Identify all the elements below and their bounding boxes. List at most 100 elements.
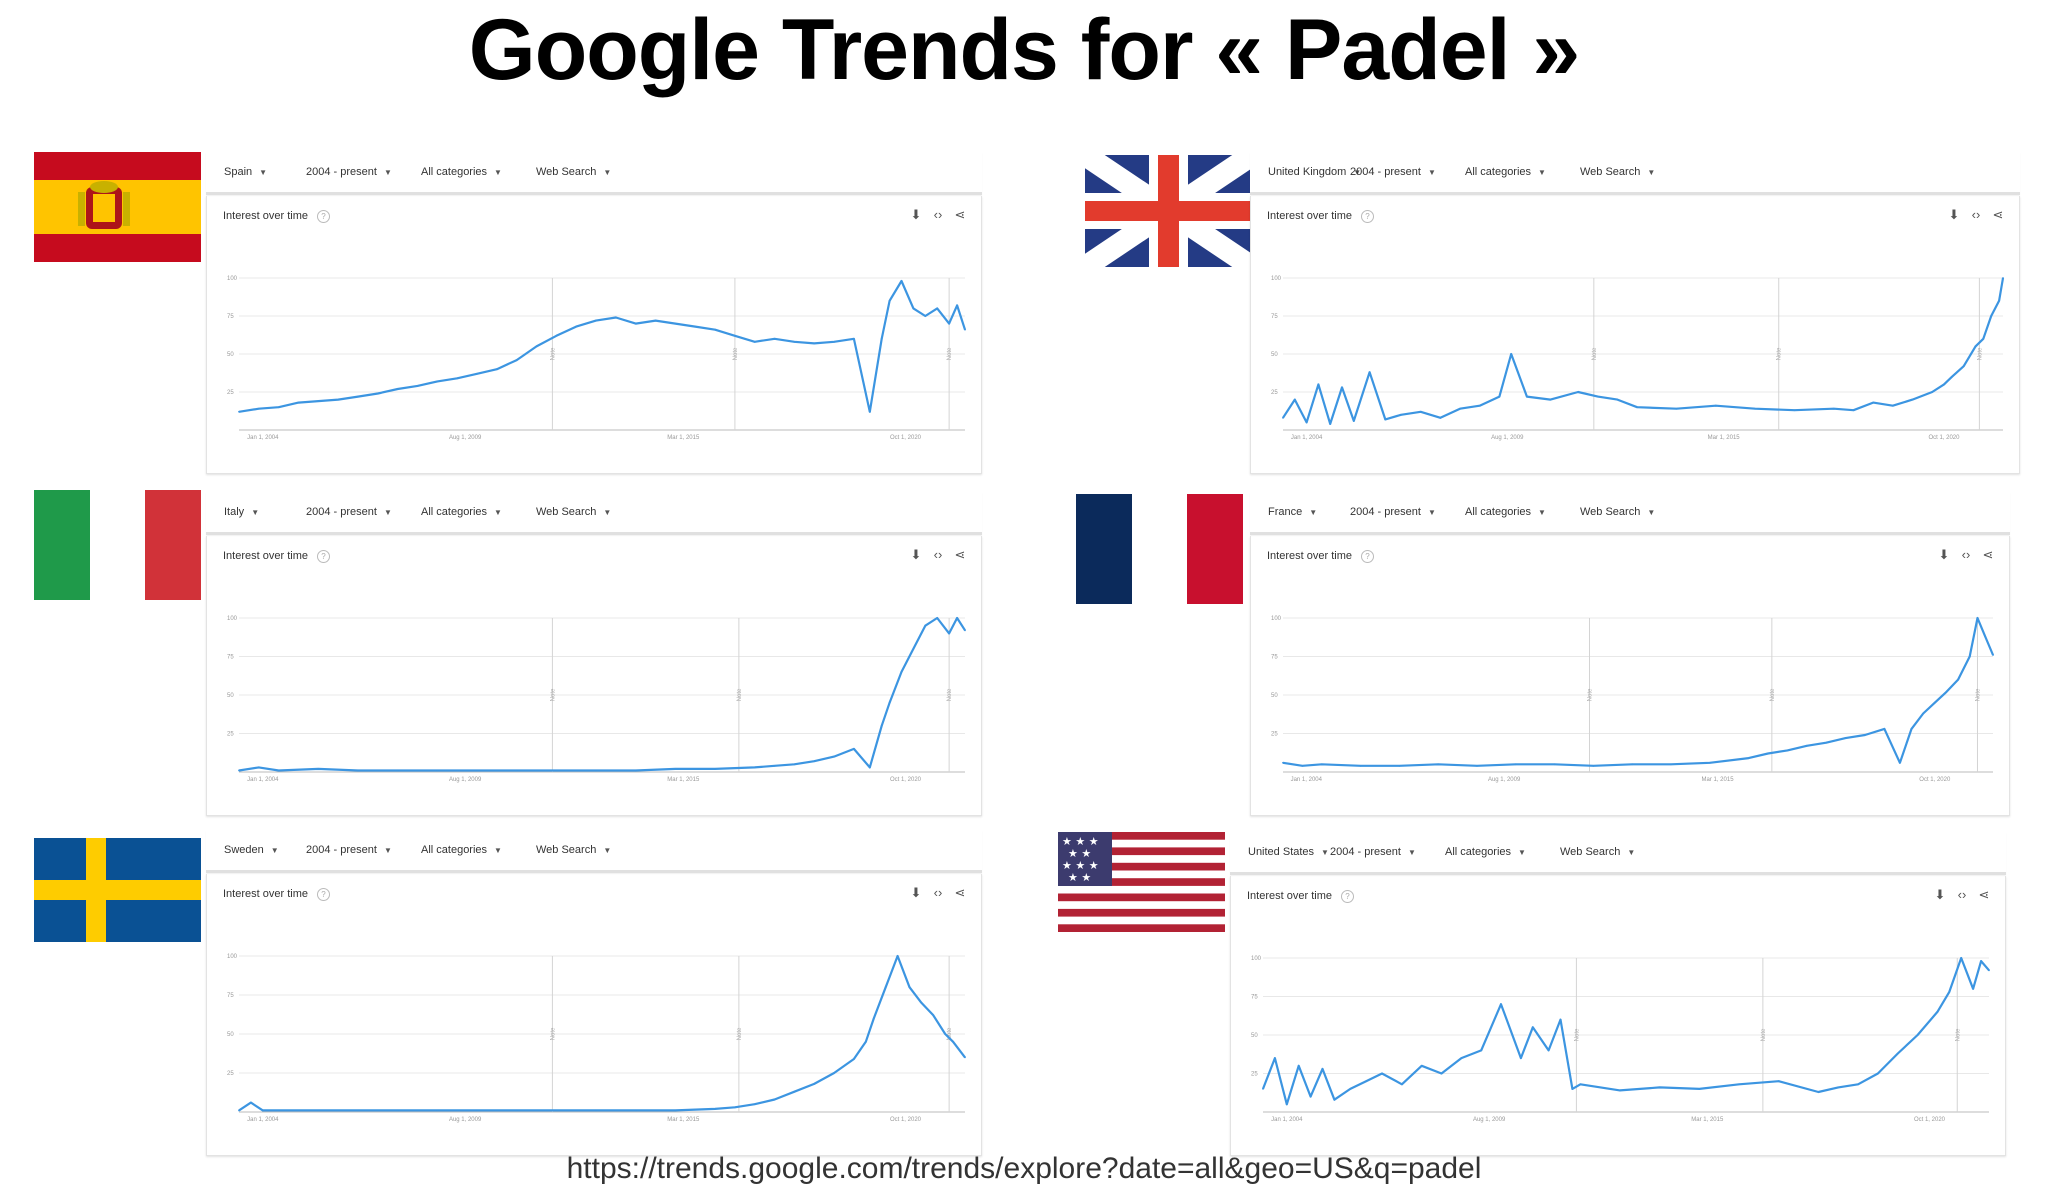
data-point [1500, 1003, 1502, 1006]
embed-icon[interactable]: ‹› [933, 207, 943, 222]
svg-text:★ ★: ★ ★ [1068, 871, 1091, 884]
data-point [1559, 1018, 1562, 1021]
card-title: Interest over time? [223, 550, 330, 563]
category-dropdown[interactable]: All categories ▼ [421, 166, 502, 178]
note-label: Note [947, 688, 953, 701]
help-icon[interactable]: ? [1360, 550, 1374, 563]
y-tick-label: 25 [1251, 1072, 1258, 1078]
data-point [793, 340, 796, 343]
geo-dropdown[interactable]: United States ▼ [1248, 846, 1329, 858]
y-tick-label: 100 [1251, 956, 1262, 962]
help-icon[interactable]: ? [316, 210, 330, 223]
data-point [1579, 1083, 1582, 1086]
category-dropdown[interactable]: All categories ▼ [1445, 846, 1526, 858]
embed-icon[interactable]: ‹› [933, 885, 943, 900]
dropdown-label: Web Search [1580, 506, 1641, 518]
x-tick-label: Aug 1, 2009 [449, 435, 482, 441]
category-dropdown[interactable]: All categories ▼ [421, 844, 502, 856]
data-point [1320, 763, 1323, 766]
download-icon[interactable]: ⬇ [1934, 887, 1946, 902]
data-point [1305, 421, 1308, 424]
embed-icon[interactable]: ‹› [1961, 547, 1971, 562]
category-dropdown[interactable]: All categories ▼ [1465, 166, 1546, 178]
trends-panel-sweden: Sweden ▼ 2004 - present ▼ All categories ▼ Web… [206, 830, 982, 1156]
help-icon[interactable]: ? [316, 888, 330, 901]
search-type-dropdown[interactable]: Web Search ▼ [1580, 166, 1655, 178]
share-icon[interactable]: ⋖ [954, 547, 966, 562]
date-range-dropdown[interactable]: 2004 - present ▼ [1330, 846, 1416, 858]
geo-dropdown[interactable]: Sweden ▼ [224, 844, 279, 856]
share-icon[interactable]: ⋖ [954, 885, 966, 900]
svg-text:★ ★: ★ ★ [1068, 847, 1091, 860]
data-point [888, 701, 891, 704]
download-icon[interactable]: ⬇ [910, 207, 922, 222]
embed-icon[interactable]: ‹› [933, 547, 943, 562]
data-point [357, 395, 359, 398]
download-icon[interactable]: ⬇ [910, 547, 922, 562]
date-range-dropdown[interactable]: 2004 - present ▼ [306, 506, 392, 518]
data-point [357, 1109, 359, 1112]
geo-dropdown[interactable]: United Kingdom ▼ [1268, 166, 1361, 178]
category-dropdown[interactable]: All categories ▼ [1465, 506, 1546, 518]
share-icon[interactable]: ⋖ [1982, 547, 1994, 562]
data-point [952, 1040, 954, 1043]
note-label: Note [550, 1027, 556, 1040]
share-icon[interactable]: ⋖ [1992, 207, 2004, 222]
download-icon[interactable]: ⬇ [910, 885, 922, 900]
data-point [1936, 1011, 1939, 1013]
source-url[interactable]: https://trends.google.com/trends/explore… [566, 1152, 1482, 1185]
data-point [1962, 365, 1965, 368]
embed-icon[interactable]: ‹› [1957, 887, 1967, 902]
category-dropdown[interactable]: All categories ▼ [421, 506, 502, 518]
data-point [1480, 1049, 1483, 1052]
card-title: Interest over time? [223, 888, 330, 901]
data-point [964, 328, 966, 331]
data-point [932, 1014, 935, 1017]
geo-dropdown[interactable]: Spain ▼ [224, 166, 267, 178]
data-point [317, 768, 320, 770]
x-tick-label: Oct 1, 2020 [890, 777, 922, 783]
date-range-dropdown[interactable]: 2004 - present ▼ [306, 166, 392, 178]
data-point [714, 1107, 716, 1110]
help-icon[interactable]: ? [1340, 890, 1354, 903]
controls-bar: Sweden ▼ 2004 - present ▼ All categories ▼ Web… [206, 830, 982, 873]
data-point [920, 1001, 923, 1004]
download-icon[interactable]: ⬇ [1948, 207, 1960, 222]
share-icon[interactable]: ⋖ [954, 207, 966, 222]
x-tick-label: Oct 1, 2020 [890, 1117, 922, 1123]
data-point [1531, 1026, 1534, 1029]
help-icon[interactable]: ? [1360, 210, 1374, 223]
geo-dropdown[interactable]: France ▼ [1268, 506, 1317, 518]
help-icon[interactable]: ? [316, 550, 330, 563]
search-type-dropdown[interactable]: Web Search ▼ [536, 506, 611, 518]
caret-down-icon: ▼ [603, 508, 612, 517]
caret-down-icon: ▼ [1353, 168, 1362, 177]
note-label: Note [947, 347, 953, 360]
search-type-dropdown[interactable]: Web Search ▼ [1560, 846, 1635, 858]
date-range-dropdown[interactable]: 2004 - present ▼ [1350, 166, 1436, 178]
search-type-dropdown[interactable]: Web Search ▼ [536, 844, 611, 856]
search-type-dropdown[interactable]: Web Search ▼ [536, 166, 611, 178]
interest-over-time-card: Interest over time? ⬇ ‹› ⋖ 100 75 50 25 Jan 1, 2… [1250, 196, 2020, 474]
geo-dropdown[interactable]: Italy ▼ [224, 506, 259, 518]
data-point [1301, 764, 1304, 767]
data-point [1514, 763, 1517, 766]
share-icon[interactable]: ⋖ [1978, 887, 1990, 902]
data-point [396, 1109, 399, 1112]
dropdown-label: 2004 - present [1330, 846, 1401, 858]
data-point [476, 1109, 478, 1112]
series-line [238, 279, 967, 413]
data-point [964, 629, 966, 632]
search-type-dropdown[interactable]: Web Search ▼ [1580, 506, 1655, 518]
data-point [1400, 1083, 1403, 1086]
date-range-dropdown[interactable]: 2004 - present ▼ [306, 844, 392, 856]
card-title: Interest over time? [223, 210, 330, 223]
data-point [1419, 410, 1422, 413]
data-point [1510, 353, 1513, 355]
embed-icon[interactable]: ‹› [1971, 207, 1981, 222]
data-point [555, 1109, 558, 1112]
date-range-dropdown[interactable]: 2004 - present ▼ [1350, 506, 1436, 518]
y-tick-label: 75 [1251, 995, 1258, 1001]
download-icon[interactable]: ⬇ [1938, 547, 1950, 562]
data-point [1333, 1098, 1336, 1101]
